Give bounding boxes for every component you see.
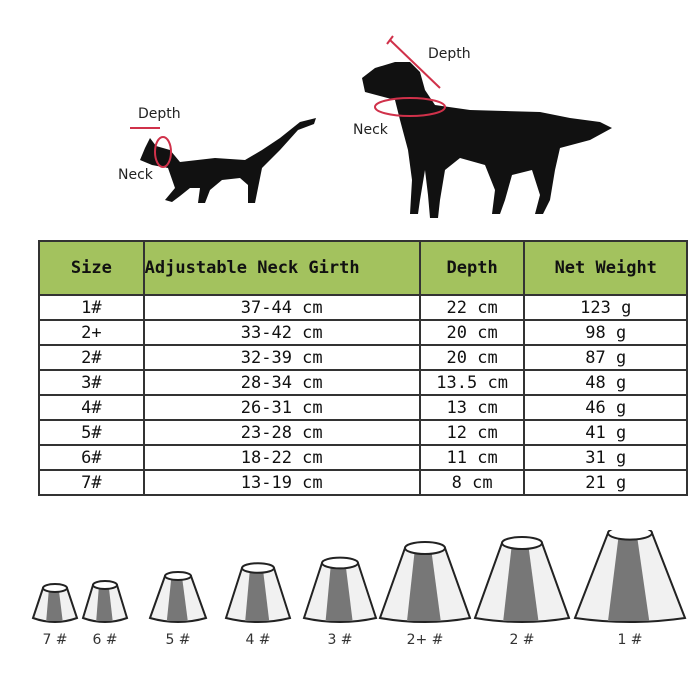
cell-net-weight: 41 g — [523, 419, 688, 446]
cone-size-label: 1 # — [617, 632, 643, 648]
cell-net-weight: 31 g — [523, 444, 688, 471]
cell-neck-girth: 32-39 cm — [142, 344, 421, 371]
table-row: 3# 28-34 cm 13.5 cm 48 g — [38, 369, 688, 396]
dog-neck-label: Neck — [353, 122, 388, 138]
cone-size-label: 3 # — [327, 632, 353, 648]
size-table: Size Adjustable Neck Girth Depth Net Wei… — [38, 240, 688, 496]
cat-measure-lines — [130, 127, 172, 168]
cone-collar — [224, 562, 292, 623]
cone-size-label: 2 # — [509, 632, 535, 648]
cell-depth: 20 cm — [418, 344, 526, 371]
cell-size: 6# — [38, 444, 145, 471]
table-row: 2+ 33-42 cm 20 cm 98 g — [38, 319, 688, 346]
header-size: Size — [38, 240, 145, 296]
dog-measure-lines — [374, 35, 446, 117]
cone-collar — [148, 571, 208, 623]
cone-collar — [81, 580, 129, 623]
dog-depth-label: Depth — [428, 46, 471, 62]
cell-net-weight: 46 g — [523, 394, 688, 421]
cell-neck-girth: 33-42 cm — [142, 319, 421, 346]
cell-size: 5# — [38, 419, 145, 446]
cell-neck-girth: 37-44 cm — [142, 294, 421, 321]
cell-net-weight: 87 g — [523, 344, 688, 371]
cone-collar — [31, 583, 79, 623]
cone-size-label: 4 # — [245, 632, 271, 648]
cell-net-weight: 21 g — [523, 469, 688, 496]
cell-neck-girth: 28-34 cm — [142, 369, 421, 396]
cell-depth: 12 cm — [418, 419, 526, 446]
cell-size: 2+ — [38, 319, 145, 346]
table-row: 2# 32-39 cm 20 cm 87 g — [38, 344, 688, 371]
cell-neck-girth: 13-19 cm — [142, 469, 421, 496]
cone-size-label: 7 # — [42, 632, 68, 648]
cat-neck-label: Neck — [118, 167, 153, 183]
cat-depth-label: Depth — [138, 106, 181, 122]
cone-collar — [302, 556, 378, 623]
cell-neck-girth: 23-28 cm — [142, 419, 421, 446]
cell-depth: 13.5 cm — [418, 369, 526, 396]
cell-depth: 13 cm — [418, 394, 526, 421]
cell-size: 1# — [38, 294, 145, 321]
cell-depth: 8 cm — [418, 469, 526, 496]
table-row: 7# 13-19 cm 8 cm 21 g — [38, 469, 688, 496]
cell-size: 7# — [38, 469, 145, 496]
pet-illustrations — [130, 35, 612, 218]
cone-collar — [573, 530, 687, 623]
cell-neck-girth: 26-31 cm — [142, 394, 421, 421]
cell-depth: 22 cm — [418, 294, 526, 321]
table-row: 4# 26-31 cm 13 cm 46 g — [38, 394, 688, 421]
cell-size: 3# — [38, 369, 145, 396]
cone-collar — [473, 536, 571, 623]
cone-size-label: 2+ # — [406, 632, 444, 648]
cell-size: 2# — [38, 344, 145, 371]
cell-depth: 20 cm — [418, 319, 526, 346]
header-neck-girth: Adjustable Neck Girth — [142, 240, 421, 296]
cone-collar — [378, 541, 472, 623]
table-row: 5# 23-28 cm 12 cm 41 g — [38, 419, 688, 446]
cat-silhouette — [140, 118, 316, 203]
cone-size-label: 6 # — [92, 632, 118, 648]
cell-net-weight: 98 g — [523, 319, 688, 346]
cell-neck-girth: 18-22 cm — [142, 444, 421, 471]
cell-size: 4# — [38, 394, 145, 421]
cell-net-weight: 123 g — [523, 294, 688, 321]
table-header-row: Size Adjustable Neck Girth Depth Net Wei… — [38, 240, 688, 296]
table-row: 1# 37-44 cm 22 cm 123 g — [38, 294, 688, 321]
cone-size-label: 5 # — [165, 632, 191, 648]
cell-net-weight: 48 g — [523, 369, 688, 396]
header-net-weight: Net Weight — [523, 240, 688, 296]
dog-silhouette — [362, 62, 612, 218]
table-row: 6# 18-22 cm 11 cm 31 g — [38, 444, 688, 471]
header-depth: Depth — [418, 240, 526, 296]
cone-lineup — [31, 530, 687, 623]
cell-depth: 11 cm — [418, 444, 526, 471]
